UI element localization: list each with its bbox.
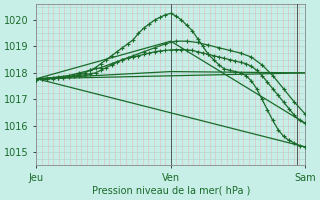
X-axis label: Pression niveau de la mer( hPa ): Pression niveau de la mer( hPa )	[92, 186, 250, 196]
